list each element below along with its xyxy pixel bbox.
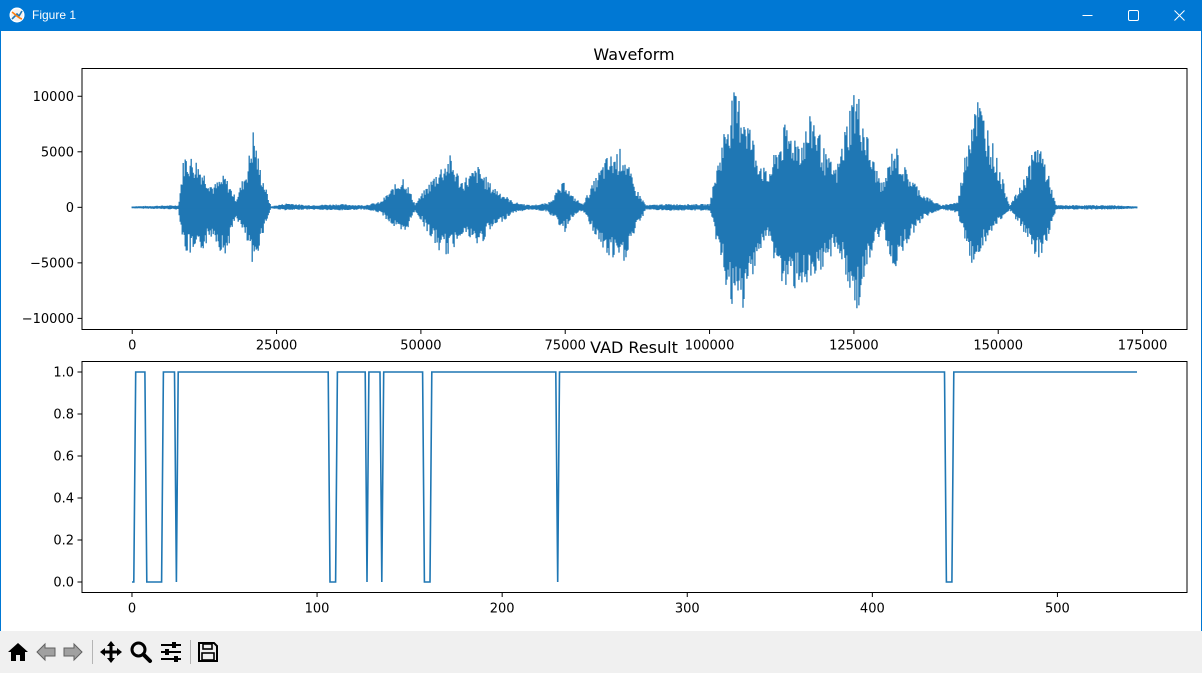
x-tick-label: 100000 (685, 339, 735, 354)
vad-series (132, 371, 1137, 583)
vad-x-axis: 0 100 200 300 400 500 (128, 592, 1070, 617)
forward-arrow-icon (63, 642, 83, 662)
maximize-button[interactable] (1110, 0, 1156, 31)
configure-subplots-icon (161, 642, 181, 662)
back-arrow-icon (36, 642, 56, 662)
y-tick-label: 0.8 (53, 408, 74, 423)
navigation-toolbar (0, 631, 1202, 673)
y-tick-label: 5000 (41, 145, 74, 160)
minimize-icon (1082, 15, 1092, 16)
window-titlebar: Figure 1 (0, 0, 1202, 31)
x-tick-label: 125000 (829, 339, 879, 354)
waveform-title: Waveform (593, 45, 674, 64)
x-tick-label: 25000 (256, 339, 297, 354)
x-tick-label: 150000 (973, 339, 1023, 354)
home-icon (8, 643, 28, 661)
app-icon (9, 7, 25, 23)
waveform-x-axis: 0 25000 50000 75000 100000 125000 150000 175000 (128, 329, 1168, 354)
zoom-icon (130, 641, 152, 663)
forward-button[interactable] (60, 639, 86, 665)
x-tick-label: 0 (128, 602, 136, 617)
close-button[interactable] (1156, 0, 1202, 31)
zoom-button[interactable] (128, 639, 154, 665)
waveform-axes: Waveform 0 25000 50000 75000 100000 125000 150… (22, 45, 1188, 354)
vad-title: VAD Result (590, 338, 678, 357)
toolbar-separator (190, 640, 191, 664)
window-title: Figure 1 (32, 8, 77, 22)
home-button[interactable] (5, 639, 31, 665)
save-icon (198, 642, 218, 662)
vad-plot-area (132, 371, 1137, 583)
y-tick-label: 0.4 (53, 492, 74, 507)
y-tick-label: 0.0 (53, 576, 74, 591)
y-tick-label: 1.0 (53, 366, 74, 381)
y-tick-label: −5000 (30, 256, 74, 271)
x-tick-label: 200 (490, 602, 515, 617)
x-tick-label: 0 (128, 339, 136, 354)
x-tick-label: 75000 (545, 339, 586, 354)
y-tick-label: −10000 (22, 312, 74, 327)
waveform-frame (81, 68, 1188, 330)
close-icon (1173, 10, 1185, 21)
pan-button[interactable] (98, 639, 124, 665)
vad-y-axis: 0.0 0.2 0.4 0.6 0.8 1.0 (53, 366, 82, 591)
waveform-series (131, 92, 1138, 309)
minimize-button[interactable] (1064, 0, 1110, 31)
vad-frame (81, 361, 1188, 593)
y-tick-label: 0.2 (53, 534, 74, 549)
y-tick-label: 0.6 (53, 450, 74, 465)
x-tick-label: 500 (1045, 602, 1070, 617)
x-tick-label: 50000 (400, 339, 441, 354)
window-border-left (0, 31, 1, 673)
back-button[interactable] (33, 639, 59, 665)
maximize-icon (1127, 10, 1139, 21)
figure-canvas[interactable]: Waveform 0 25000 50000 75000 100000 125000 150… (0, 31, 1202, 631)
y-tick-label: 0 (66, 201, 74, 216)
x-tick-label: 175000 (1118, 339, 1168, 354)
save-button[interactable] (195, 639, 221, 665)
x-tick-label: 400 (860, 602, 885, 617)
x-tick-label: 100 (305, 602, 330, 617)
configure-subplots-button[interactable] (158, 639, 184, 665)
vad-axes: VAD Result 0 100 200 300 400 500 0.0 0.2 0.4 0.6… (53, 338, 1188, 617)
x-tick-label: 300 (675, 602, 700, 617)
y-tick-label: 10000 (33, 90, 74, 105)
waveform-plot-area (131, 92, 1138, 309)
toolbar-separator (92, 640, 93, 664)
waveform-y-axis: −10000 −5000 0 5000 10000 (22, 90, 82, 327)
pan-icon (100, 641, 122, 663)
